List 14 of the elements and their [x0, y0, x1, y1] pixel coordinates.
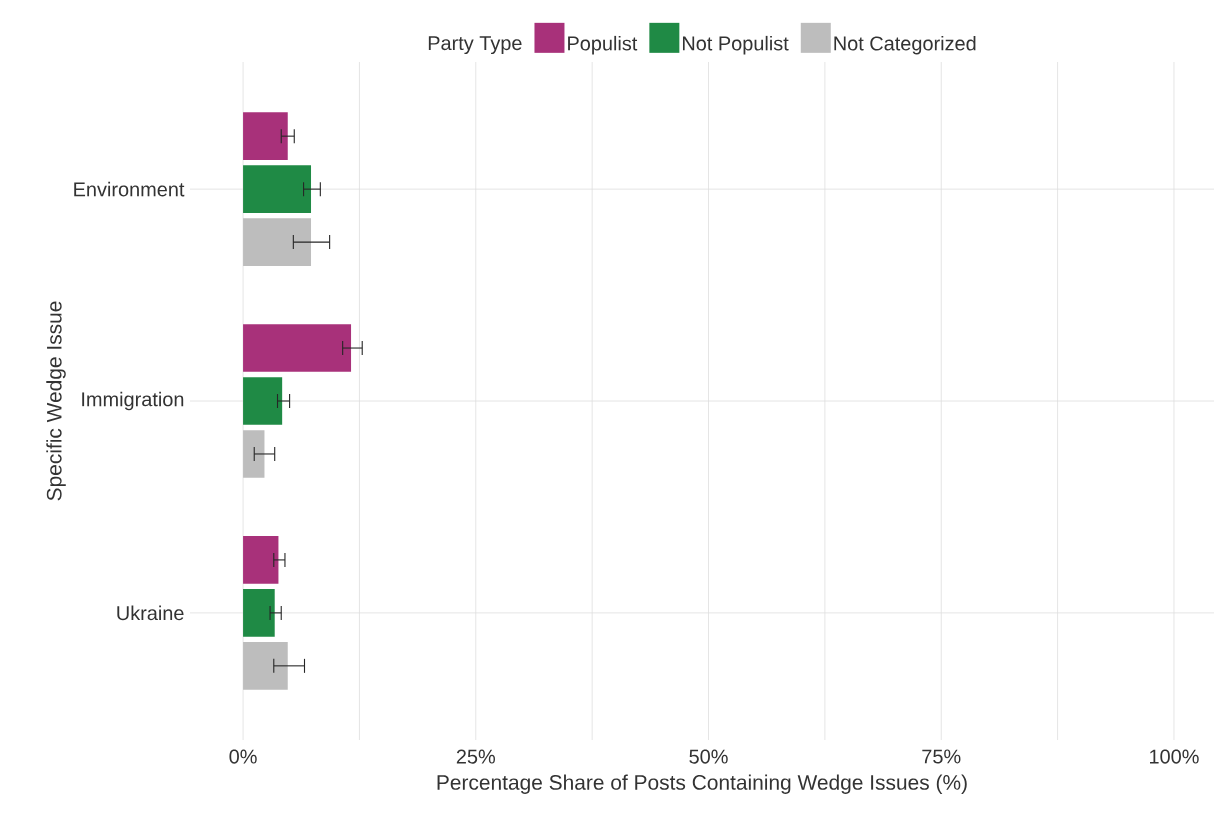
y-tick-label: Immigration	[82, 391, 184, 411]
x-axis-title: Percentage Share of Posts Containing Wedge Issues (%)	[437, 774, 967, 794]
y-tick-label: Environment	[74, 181, 185, 197]
legend-label: Populist	[568, 35, 638, 55]
legend-label: Not Populist	[682, 35, 789, 55]
legend-label: Not Categorized	[834, 35, 976, 55]
x-tick-label: 100%	[1150, 749, 1199, 764]
y-axis-title: Specific Wedge Issue	[46, 301, 66, 501]
legend-title: Party Type	[428, 36, 522, 55]
x-tick-label: 50%	[689, 749, 728, 764]
y-tick-label: Ukraine	[117, 605, 184, 621]
x-tick-label: 75%	[922, 749, 961, 764]
x-tick-label: 0%	[229, 749, 257, 764]
x-tick-label: 25%	[456, 749, 496, 764]
